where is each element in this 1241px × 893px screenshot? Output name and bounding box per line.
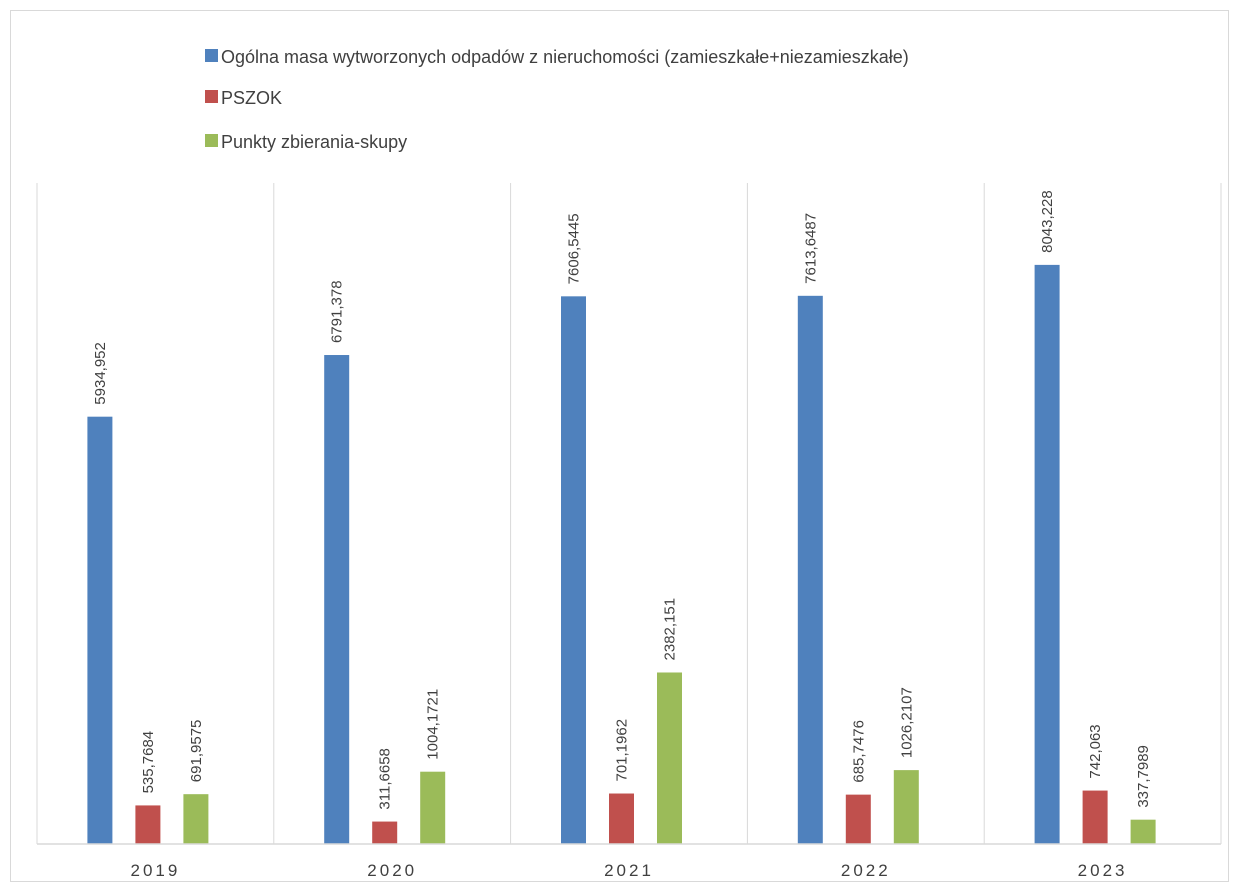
bar-2020-series-3 bbox=[420, 771, 446, 844]
bar-2021-series-2 bbox=[609, 793, 634, 844]
bar-2022-series-1 bbox=[797, 295, 823, 845]
bar-2020-series-2 bbox=[372, 821, 398, 844]
data-label-2023-series-1: 8043,228 bbox=[1039, 190, 1056, 253]
bar-2023-series-1 bbox=[1034, 264, 1060, 844]
bar-2019-series-3 bbox=[183, 794, 209, 844]
legend-swatch-2 bbox=[205, 90, 218, 103]
data-label-2020-series-1: 6791,378 bbox=[329, 280, 346, 343]
bar-2019-series-1 bbox=[87, 416, 113, 844]
data-label-2022-series-2: 685,7476 bbox=[850, 720, 867, 783]
legend-label-1: Ogólna masa wytworzonych odpadów z nieru… bbox=[221, 47, 909, 67]
bar-2020-series-1 bbox=[324, 355, 350, 844]
chart-frame bbox=[10, 10, 1229, 882]
category-separators bbox=[36, 183, 1222, 844]
bar-2022-series-3 bbox=[893, 770, 919, 844]
data-label-2022-series-3: 1026,2107 bbox=[898, 687, 915, 758]
x-tick-label-2021: 2021 bbox=[604, 861, 654, 880]
data-label-2022-series-1: 7613,6487 bbox=[802, 213, 819, 284]
bar-2021-series-3 bbox=[657, 672, 682, 844]
x-tick-label-2020: 2020 bbox=[367, 861, 417, 880]
data-label-2021-series-3: 2382,151 bbox=[662, 598, 679, 661]
bar-2022-series-2 bbox=[845, 794, 871, 844]
data-label-2019-series-1: 5934,952 bbox=[92, 342, 109, 405]
legend-label-2: PSZOK bbox=[221, 88, 282, 108]
data-label-2019-series-2: 535,7684 bbox=[140, 731, 157, 794]
bar-2023-series-3 bbox=[1130, 819, 1156, 844]
data-label-2021-series-2: 701,1962 bbox=[614, 719, 631, 782]
data-label-2020-series-3: 1004,1721 bbox=[425, 689, 442, 760]
x-tick-label-2019: 2019 bbox=[130, 861, 180, 880]
legend-swatch-1 bbox=[205, 49, 218, 62]
data-label-2019-series-3: 691,9575 bbox=[188, 720, 205, 783]
bars bbox=[87, 264, 1156, 845]
data-labels: 5934,952 535,7684 691,9575 6791,378 311,6658… bbox=[92, 190, 1152, 809]
legend-swatch-3 bbox=[205, 134, 218, 147]
bar-2019-series-2 bbox=[135, 805, 161, 844]
data-label-2023-series-2: 742,063 bbox=[1087, 724, 1104, 778]
legend: Ogólna masa wytworzonych odpadów z nieru… bbox=[205, 47, 909, 152]
x-tick-label-2023: 2023 bbox=[1078, 861, 1128, 880]
data-label-2023-series-3: 337,7989 bbox=[1135, 745, 1152, 808]
bar-2021-series-1 bbox=[561, 296, 586, 844]
bar-2023-series-2 bbox=[1082, 790, 1108, 844]
data-label-2021-series-1: 7606,5445 bbox=[566, 213, 583, 284]
data-label-2020-series-2: 311,6658 bbox=[377, 748, 394, 809]
x-axis: 2019 2020 2021 2022 2023 bbox=[37, 843, 1221, 880]
x-tick-label-2022: 2022 bbox=[841, 861, 891, 880]
legend-label-3: Punkty zbierania-skupy bbox=[221, 132, 407, 152]
